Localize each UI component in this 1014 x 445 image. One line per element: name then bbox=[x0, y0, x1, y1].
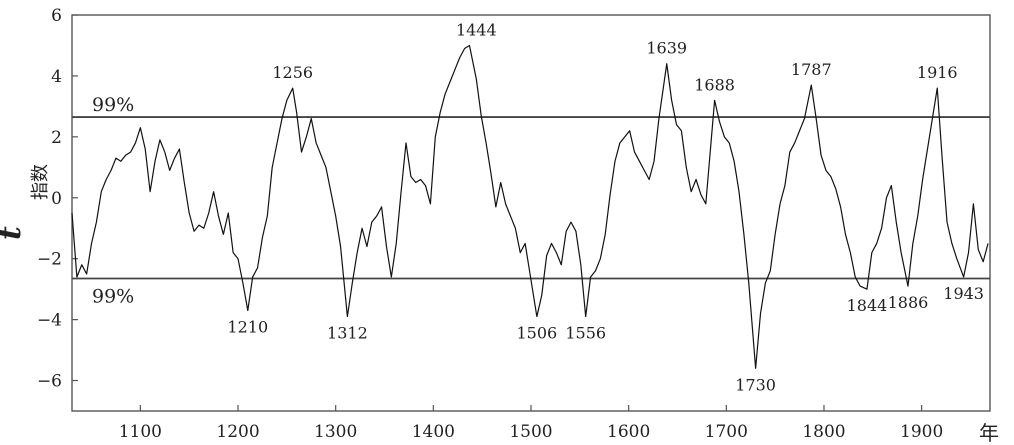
x-tick-label: 1600 bbox=[607, 422, 650, 442]
peak-year-label: 1506 bbox=[517, 324, 558, 343]
reference-line-label: 99% bbox=[92, 94, 134, 116]
peak-year-label: 1943 bbox=[943, 284, 984, 303]
peak-year-label: 1312 bbox=[327, 324, 368, 343]
y-tick-label: 2 bbox=[51, 128, 62, 148]
x-tick-label: 1900 bbox=[900, 422, 943, 442]
peak-year-label: 1639 bbox=[646, 39, 687, 58]
reference-line-label: 99% bbox=[92, 285, 134, 307]
y-tick-label: −2 bbox=[37, 250, 62, 270]
y-tick-label: 4 bbox=[51, 67, 62, 87]
y-tick-label: 0 bbox=[51, 189, 62, 209]
y-axis-label-index: 指数 bbox=[30, 164, 51, 200]
x-tick-label: 1500 bbox=[509, 422, 552, 442]
reference-lines: 99% 99% bbox=[72, 94, 990, 307]
y-tick-label: −4 bbox=[37, 311, 62, 331]
peak-year-label: 1787 bbox=[791, 60, 832, 79]
x-axis-label: 年 bbox=[979, 421, 999, 445]
x-tick-label: 1800 bbox=[802, 422, 845, 442]
peak-year-label: 1556 bbox=[565, 324, 606, 343]
y-axis-ticks: 6 4 2 0 −2 −4 −6 bbox=[37, 6, 78, 392]
peak-year-label: 1916 bbox=[917, 63, 958, 82]
peak-annotations: 1256 1444 1639 1688 1787 1916 1210 1312 1506 1556… bbox=[227, 20, 984, 394]
peak-year-label: 1444 bbox=[456, 20, 497, 39]
peak-year-label: 1210 bbox=[227, 317, 268, 336]
x-tick-label: 1300 bbox=[314, 422, 357, 442]
peak-year-label: 1688 bbox=[694, 75, 735, 94]
y-axis-label-t: t bbox=[0, 226, 28, 240]
peak-year-label: 1730 bbox=[735, 375, 776, 394]
x-tick-label: 1700 bbox=[705, 422, 748, 442]
y-tick-label: 6 bbox=[51, 6, 62, 26]
series-layer bbox=[71, 44, 989, 369]
x-tick-label: 1400 bbox=[412, 422, 455, 442]
x-tick-label: 1100 bbox=[119, 422, 162, 442]
peak-year-label: 1844 bbox=[847, 296, 888, 315]
y-tick-label: −6 bbox=[37, 372, 62, 392]
plot-frame bbox=[71, 14, 991, 412]
peak-year-label: 1886 bbox=[888, 293, 929, 312]
peak-year-label: 1256 bbox=[272, 63, 313, 82]
x-axis-ticks: 1100 1200 1300 1400 1500 1600 1700 1800 1900 bbox=[119, 405, 943, 442]
series-line-t-index bbox=[71, 44, 989, 369]
x-tick-label: 1200 bbox=[216, 422, 259, 442]
